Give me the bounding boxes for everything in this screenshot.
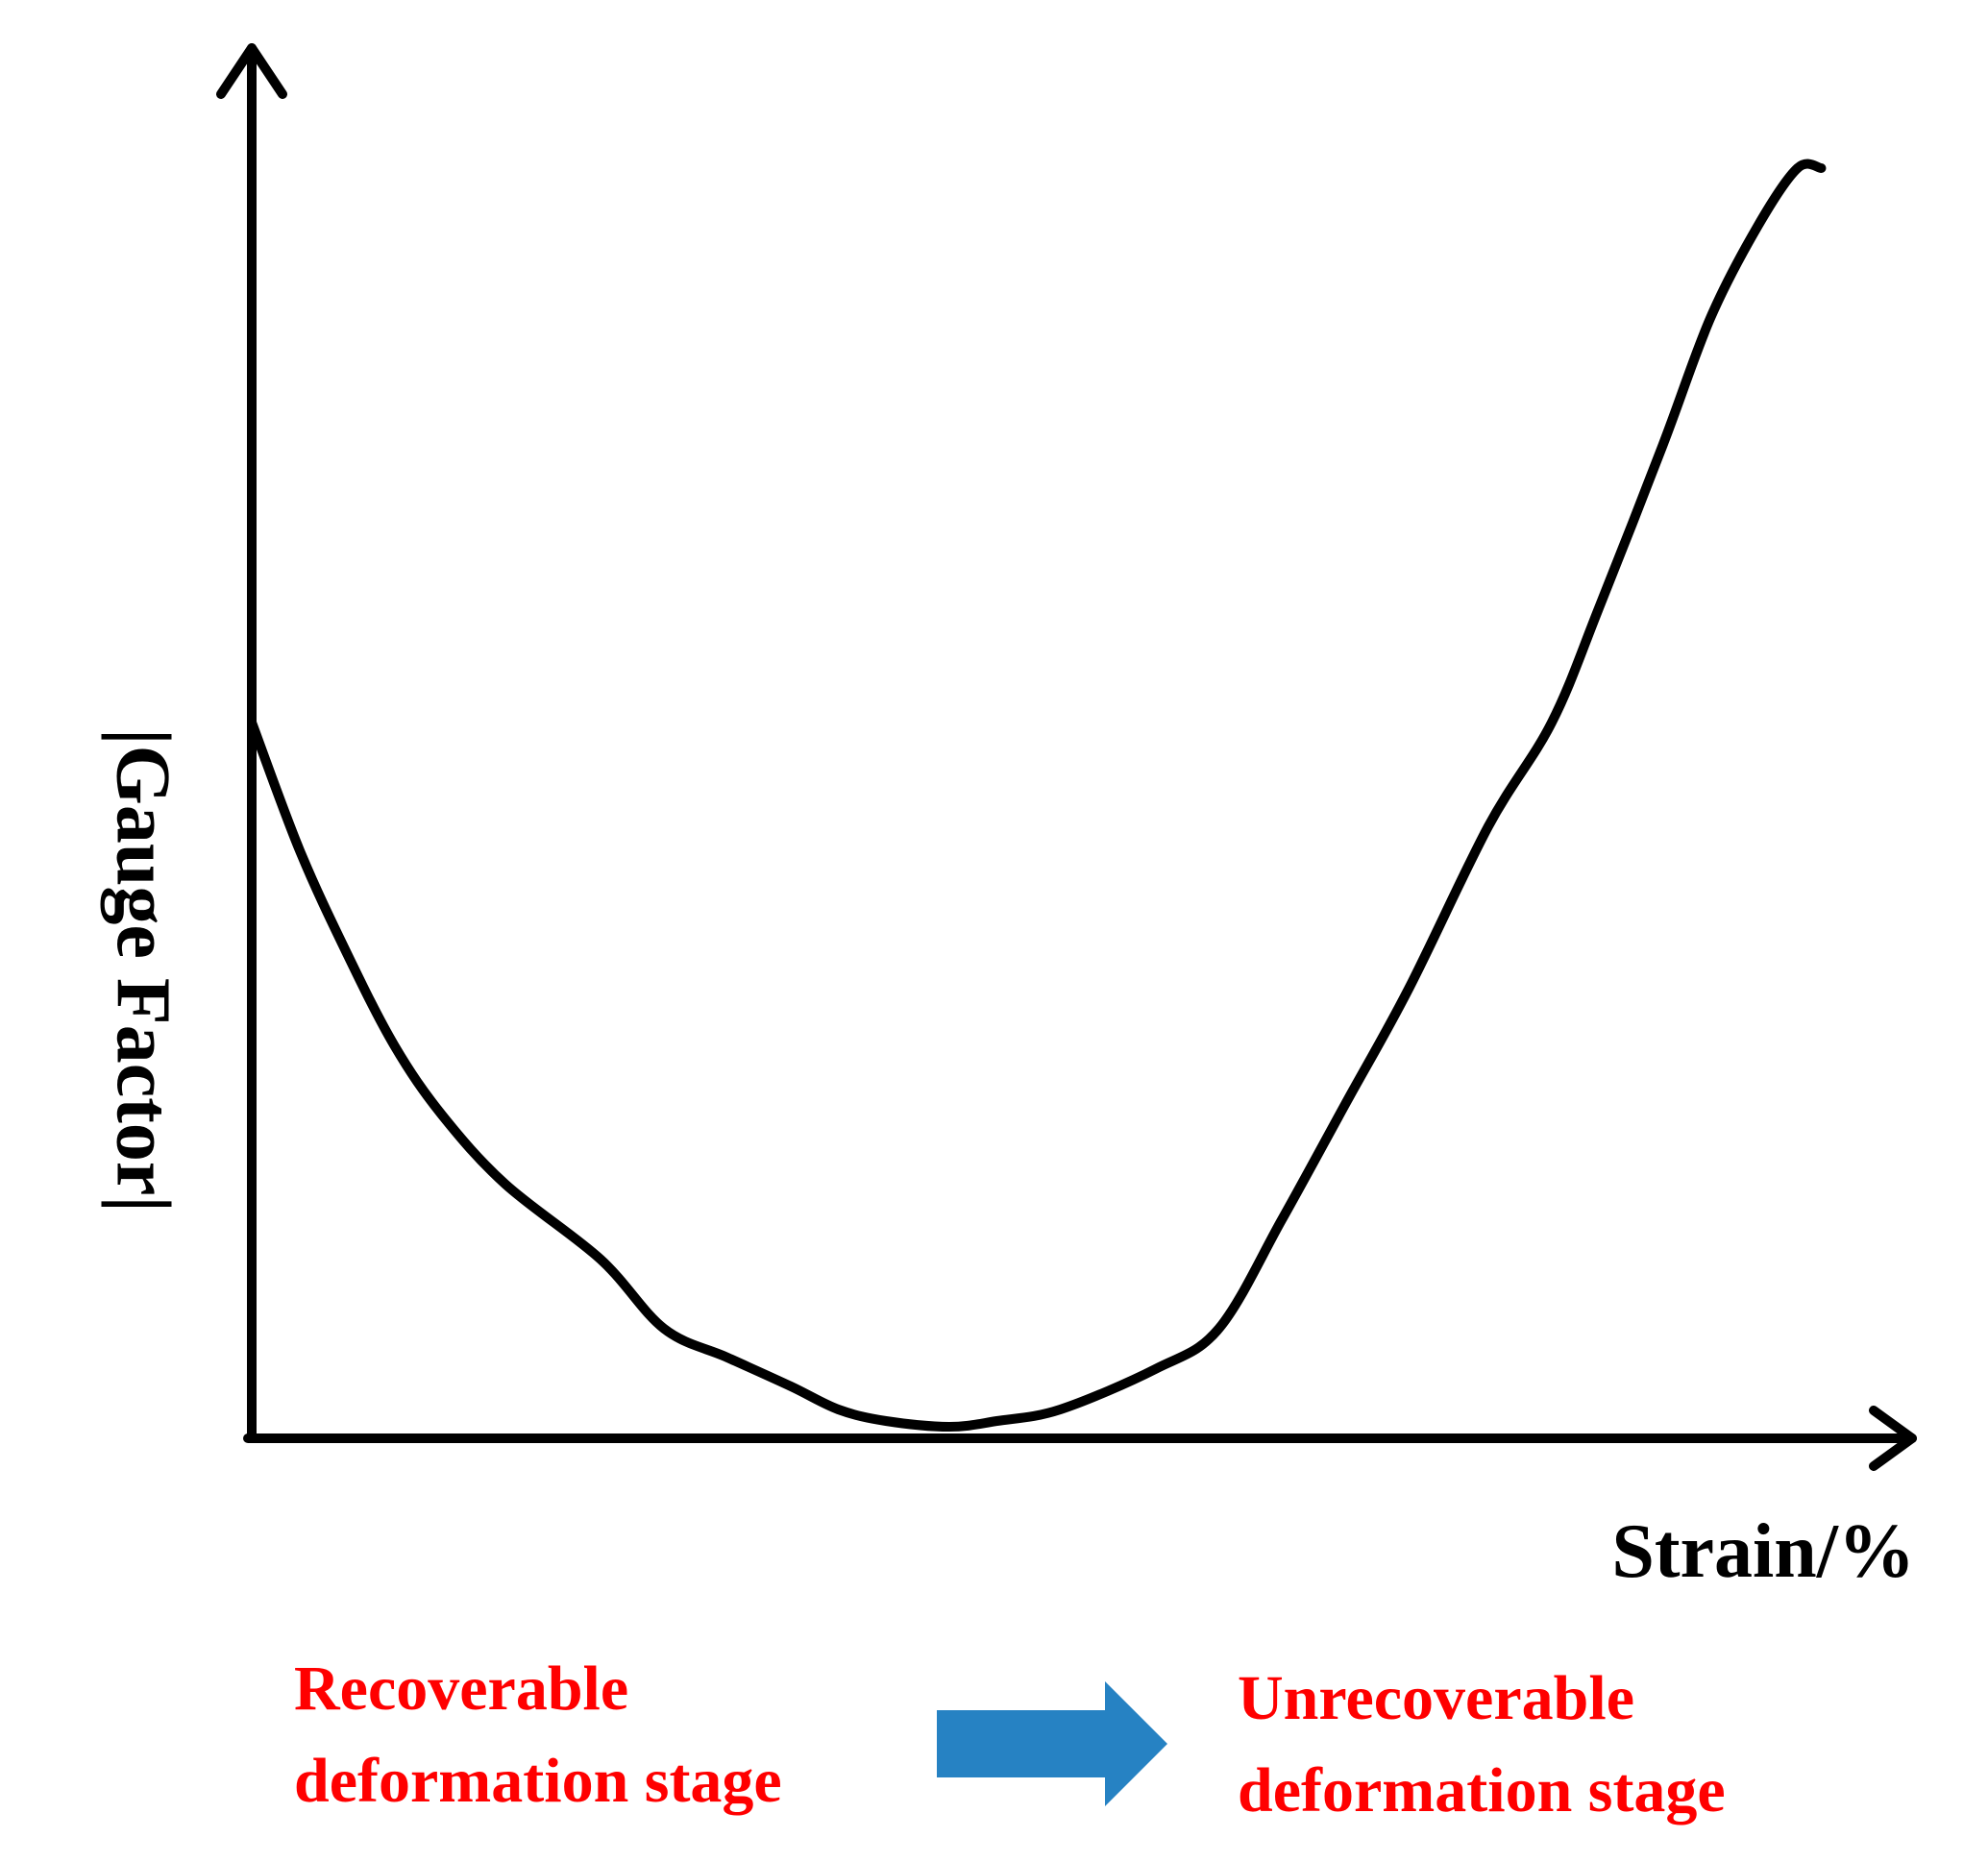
recoverable-stage-line-1: Recoverable	[294, 1654, 629, 1724]
gauge-factor-curve	[247, 159, 1827, 1432]
x-axis-arrowhead	[1869, 1406, 1917, 1471]
recoverable-stage-label: Recoverable deformation stage	[294, 1643, 782, 1827]
unrecoverable-stage-label: Unrecoverable deformation stage	[1238, 1653, 1726, 1837]
x-axis-label: Strain/%	[1611, 1509, 1915, 1594]
y-axis-label: |Gauge Factor|	[100, 728, 185, 1213]
unrecoverable-stage-line-2: deformation stage	[1238, 1755, 1726, 1825]
recoverable-stage-line-2: deformation stage	[294, 1746, 782, 1816]
y-axis-arrowhead	[216, 43, 287, 99]
unrecoverable-stage-line-1: Unrecoverable	[1238, 1663, 1634, 1733]
stage-transition-arrow-icon	[937, 1681, 1167, 1806]
y-axis	[216, 43, 287, 1443]
x-axis	[243, 1406, 1917, 1471]
